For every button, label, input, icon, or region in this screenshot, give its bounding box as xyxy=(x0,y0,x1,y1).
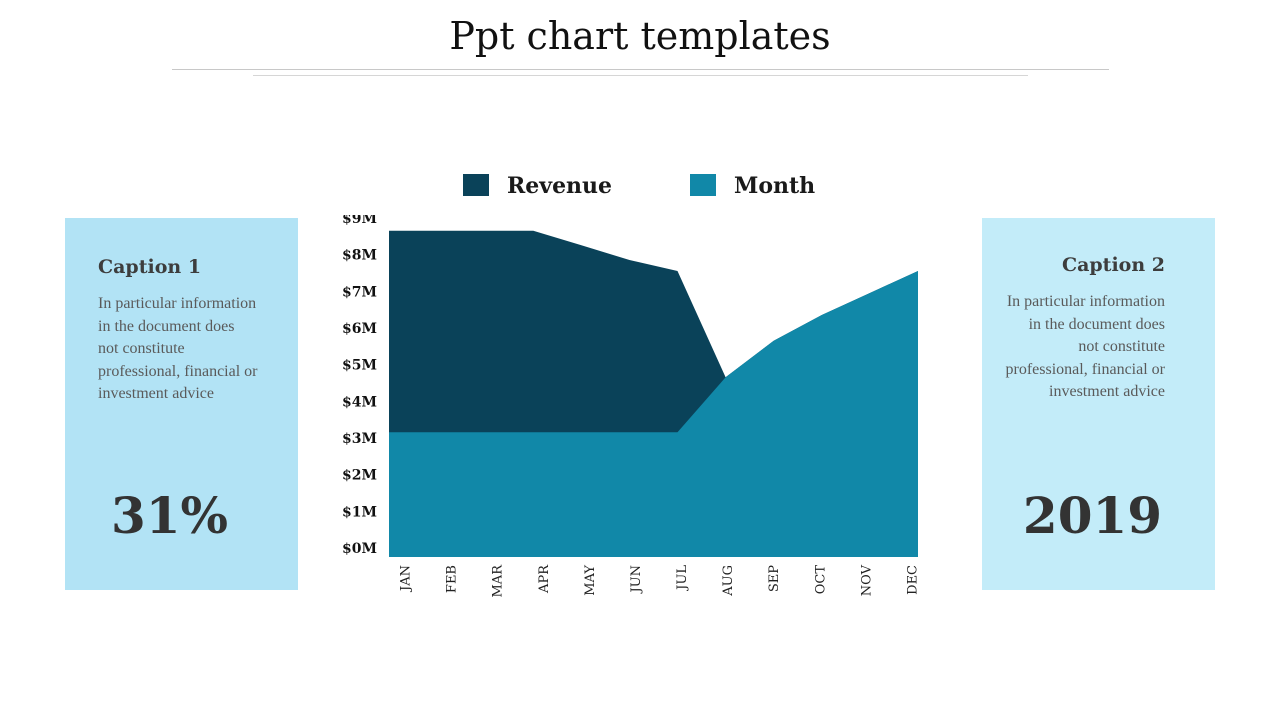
page-title: Ppt chart templates xyxy=(449,14,831,58)
stat-value: 2019 xyxy=(1022,486,1163,545)
caption-body: In particular information in the documen… xyxy=(1005,293,1166,400)
stat-value: 31% xyxy=(110,486,229,545)
y-tick-label: $6M xyxy=(342,321,377,337)
x-tick-label: OCT xyxy=(813,565,828,595)
caption-title: Caption 1 xyxy=(98,256,202,278)
y-tick-label: $1M xyxy=(342,504,377,520)
title-divider-top xyxy=(172,69,1109,70)
y-tick-label: $2M xyxy=(342,468,377,484)
y-tick-label: $4M xyxy=(342,394,377,410)
x-tick-label: APR xyxy=(537,564,552,594)
y-tick-label: $9M xyxy=(342,215,377,227)
x-tick-label: SEP xyxy=(767,565,782,592)
x-tick-label: MAR xyxy=(491,564,506,598)
caption-card-right: Caption 2 In particular information in t… xyxy=(982,218,1215,590)
x-tick-label: MAY xyxy=(583,565,598,596)
x-tick-label: AUG xyxy=(721,565,736,597)
legend-item-month: Month xyxy=(690,173,815,199)
y-tick-label: $5M xyxy=(342,358,377,374)
x-tick-label: DEC xyxy=(906,565,921,595)
x-tick-label: JUN xyxy=(629,565,644,595)
series-area-month xyxy=(389,271,918,557)
legend-item-revenue: Revenue xyxy=(463,173,612,199)
title-divider-bottom xyxy=(253,75,1028,76)
legend-label-revenue: Revenue xyxy=(507,173,613,199)
x-tick-label: FEB xyxy=(445,565,460,593)
y-tick-label: $0M xyxy=(342,541,377,557)
legend-swatch-month xyxy=(690,174,716,196)
caption-title: Caption 2 xyxy=(1061,254,1165,276)
y-tick-label: $3M xyxy=(342,431,377,447)
area-chart: $0M $1M $2M $3M $4M $5M $6M $7M $8M $9M JAN FEB MAR A… xyxy=(342,215,921,598)
x-tick-label: NOV xyxy=(859,564,874,596)
caption-card-left: Caption 1 In particular information in t… xyxy=(65,218,298,590)
legend-label-month: Month xyxy=(734,173,816,199)
y-tick-label: $7M xyxy=(342,284,377,300)
x-tick-label: JAN xyxy=(399,565,414,593)
caption-body: In particular information in the documen… xyxy=(98,295,258,402)
x-tick-label: JUL xyxy=(675,565,690,592)
y-tick-label: $8M xyxy=(342,248,377,264)
legend-swatch-revenue xyxy=(463,174,489,196)
